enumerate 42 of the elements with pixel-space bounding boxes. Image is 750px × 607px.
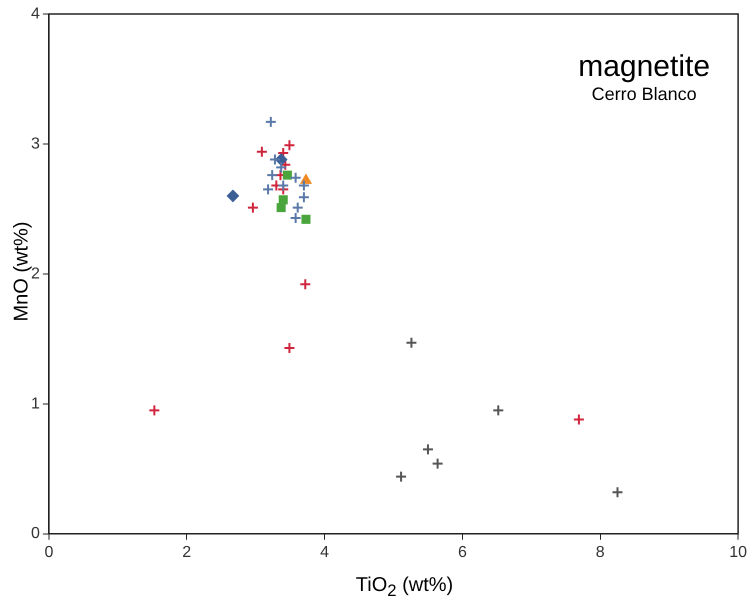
point xyxy=(298,180,310,192)
point xyxy=(148,404,160,416)
point xyxy=(395,470,408,483)
y-tick-label: 1 xyxy=(30,395,40,412)
point xyxy=(405,336,418,349)
y-tick-label: 3 xyxy=(30,135,40,152)
point xyxy=(246,202,259,214)
point xyxy=(422,443,434,456)
y-tick-label: 2 xyxy=(30,265,40,282)
point xyxy=(282,170,292,180)
x-tick-label: 4 xyxy=(320,544,330,561)
point xyxy=(264,116,277,128)
x-tick-label: 2 xyxy=(182,544,192,561)
x-tick-label: 8 xyxy=(596,544,605,561)
point xyxy=(611,486,624,498)
x-tick-label: 10 xyxy=(729,544,748,561)
point xyxy=(256,146,268,158)
text: magnetite xyxy=(578,50,710,84)
point xyxy=(299,278,312,290)
point xyxy=(290,212,302,224)
point xyxy=(432,458,444,470)
x-axis-title: TiO$_{2}$ (wt%) xyxy=(354,574,454,601)
point xyxy=(278,195,288,204)
point xyxy=(277,180,290,192)
point xyxy=(290,172,302,184)
point xyxy=(283,342,296,354)
y-axis-title: MnO (wt%) xyxy=(10,220,32,324)
y-tick-label: 4 xyxy=(30,5,40,22)
point xyxy=(266,169,278,182)
point xyxy=(298,191,310,204)
text: Cerro Blanco xyxy=(590,84,698,105)
point xyxy=(276,203,286,212)
point xyxy=(226,190,239,202)
x-tick-label: 0 xyxy=(44,544,54,561)
point xyxy=(492,404,504,416)
point xyxy=(283,139,296,152)
point xyxy=(301,214,311,224)
x-tick-label: 6 xyxy=(458,544,467,561)
y-tick-label: 0 xyxy=(30,525,40,542)
point xyxy=(262,183,274,196)
point xyxy=(572,413,585,426)
point xyxy=(292,202,304,214)
